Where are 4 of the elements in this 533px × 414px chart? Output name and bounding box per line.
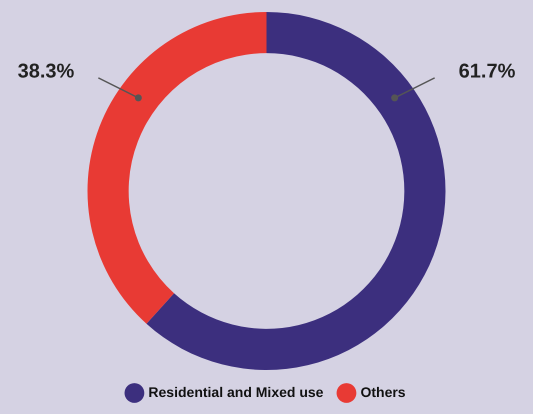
legend-label: Others	[360, 384, 406, 400]
data-label: 61.7%	[458, 60, 516, 82]
data-label: 38.3%	[18, 60, 75, 82]
legend-label: Residential and Mixed use	[148, 384, 324, 400]
